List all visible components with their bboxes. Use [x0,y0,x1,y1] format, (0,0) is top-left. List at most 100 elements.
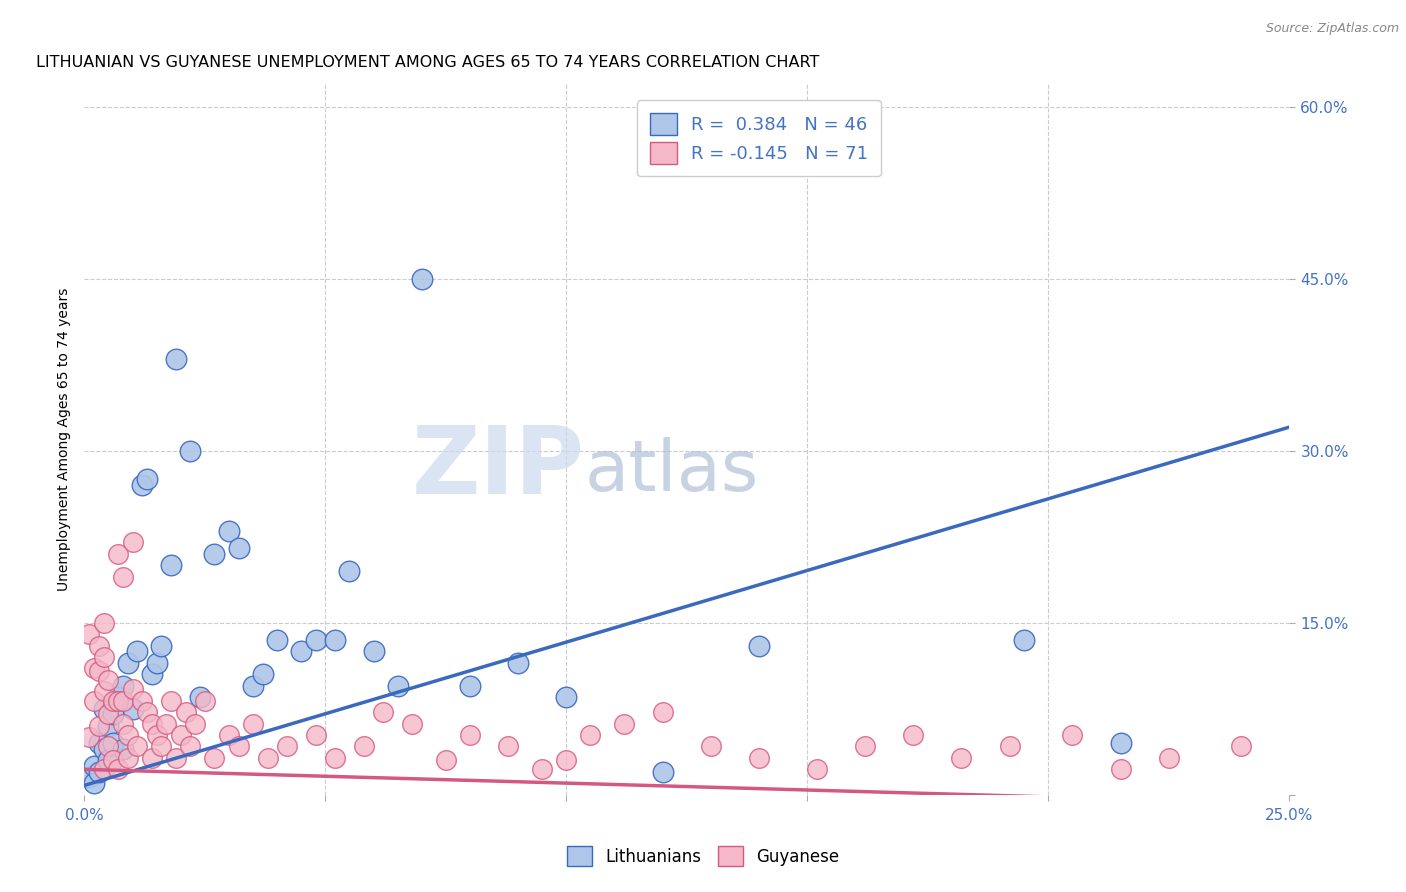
Point [155,716,177,731]
Point [165,751,187,765]
Point [93,741,115,756]
Point [150,739,173,754]
Point [83,693,105,707]
Point [103,753,125,767]
Point [136,705,159,719]
Point [121,682,143,697]
Point [458,679,481,693]
Point [117,728,139,742]
Point [204,751,226,765]
Legend: R =  0.384   N = 46, R = -0.145   N = 71: R = 0.384 N = 46, R = -0.145 N = 71 [637,100,882,177]
Point [111,679,134,693]
Point [1062,728,1084,742]
Point [121,701,143,715]
Point [1109,763,1132,777]
Text: Source: ZipAtlas.com: Source: ZipAtlas.com [1265,22,1399,36]
Point [174,705,197,719]
Point [77,731,100,745]
Point [83,661,105,675]
Point [160,693,183,707]
Point [97,739,120,754]
Point [83,759,105,773]
Point [218,728,240,742]
Point [145,656,167,670]
Point [194,693,217,707]
Point [323,751,346,765]
Point [141,667,163,681]
Point [93,763,115,777]
Point [434,753,457,767]
Point [498,739,520,754]
Point [1109,736,1132,750]
Point [93,684,115,698]
Point [903,728,925,742]
Point [117,751,139,765]
Point [266,632,288,647]
Point [160,558,183,573]
Point [131,693,153,707]
Point [107,763,129,777]
Point [323,632,346,647]
Point [242,716,264,731]
Point [1012,632,1035,647]
Point [305,632,328,647]
Point [204,547,226,561]
Point [218,524,240,538]
Point [555,690,578,705]
Point [141,751,163,765]
Point [97,719,120,733]
Point [87,764,110,779]
Point [252,667,274,681]
Point [853,739,876,754]
Point [83,776,105,790]
Point [1230,739,1253,754]
Y-axis label: Unemployment Among Ages 65 to 74 years: Unemployment Among Ages 65 to 74 years [58,287,72,591]
Point [228,541,250,555]
Point [111,741,134,756]
Point [111,570,134,584]
Point [411,271,433,285]
Point [373,705,395,719]
Point [950,751,973,765]
Point [305,728,328,742]
Point [103,736,125,750]
Point [87,664,110,678]
Point [613,716,636,731]
Text: atlas: atlas [585,437,759,506]
Point [107,547,129,561]
Point [579,728,602,742]
Text: LITHUANIAN VS GUYANESE UNEMPLOYMENT AMONG AGES 65 TO 74 YEARS CORRELATION CHART: LITHUANIAN VS GUYANESE UNEMPLOYMENT AMON… [37,55,820,70]
Point [179,739,201,754]
Point [93,615,115,630]
Point [188,690,211,705]
Point [508,656,530,670]
Point [111,693,134,707]
Point [117,656,139,670]
Point [387,679,409,693]
Point [179,443,201,458]
Point [145,728,167,742]
Point [127,739,149,754]
Point [700,739,723,754]
Point [363,644,385,658]
Point [141,716,163,731]
Point [339,564,361,578]
Point [93,701,115,715]
Point [353,739,375,754]
Point [107,690,129,705]
Point [401,716,423,731]
Point [136,472,159,486]
Point [97,673,120,687]
Point [170,728,193,742]
Point [131,478,153,492]
Text: ZIP: ZIP [412,422,585,514]
Point [256,751,278,765]
Point [555,753,578,767]
Point [77,771,100,785]
Point [806,763,828,777]
Point [1157,751,1180,765]
Point [87,639,110,653]
Point [77,627,100,641]
Point [276,739,298,754]
Point [242,679,264,693]
